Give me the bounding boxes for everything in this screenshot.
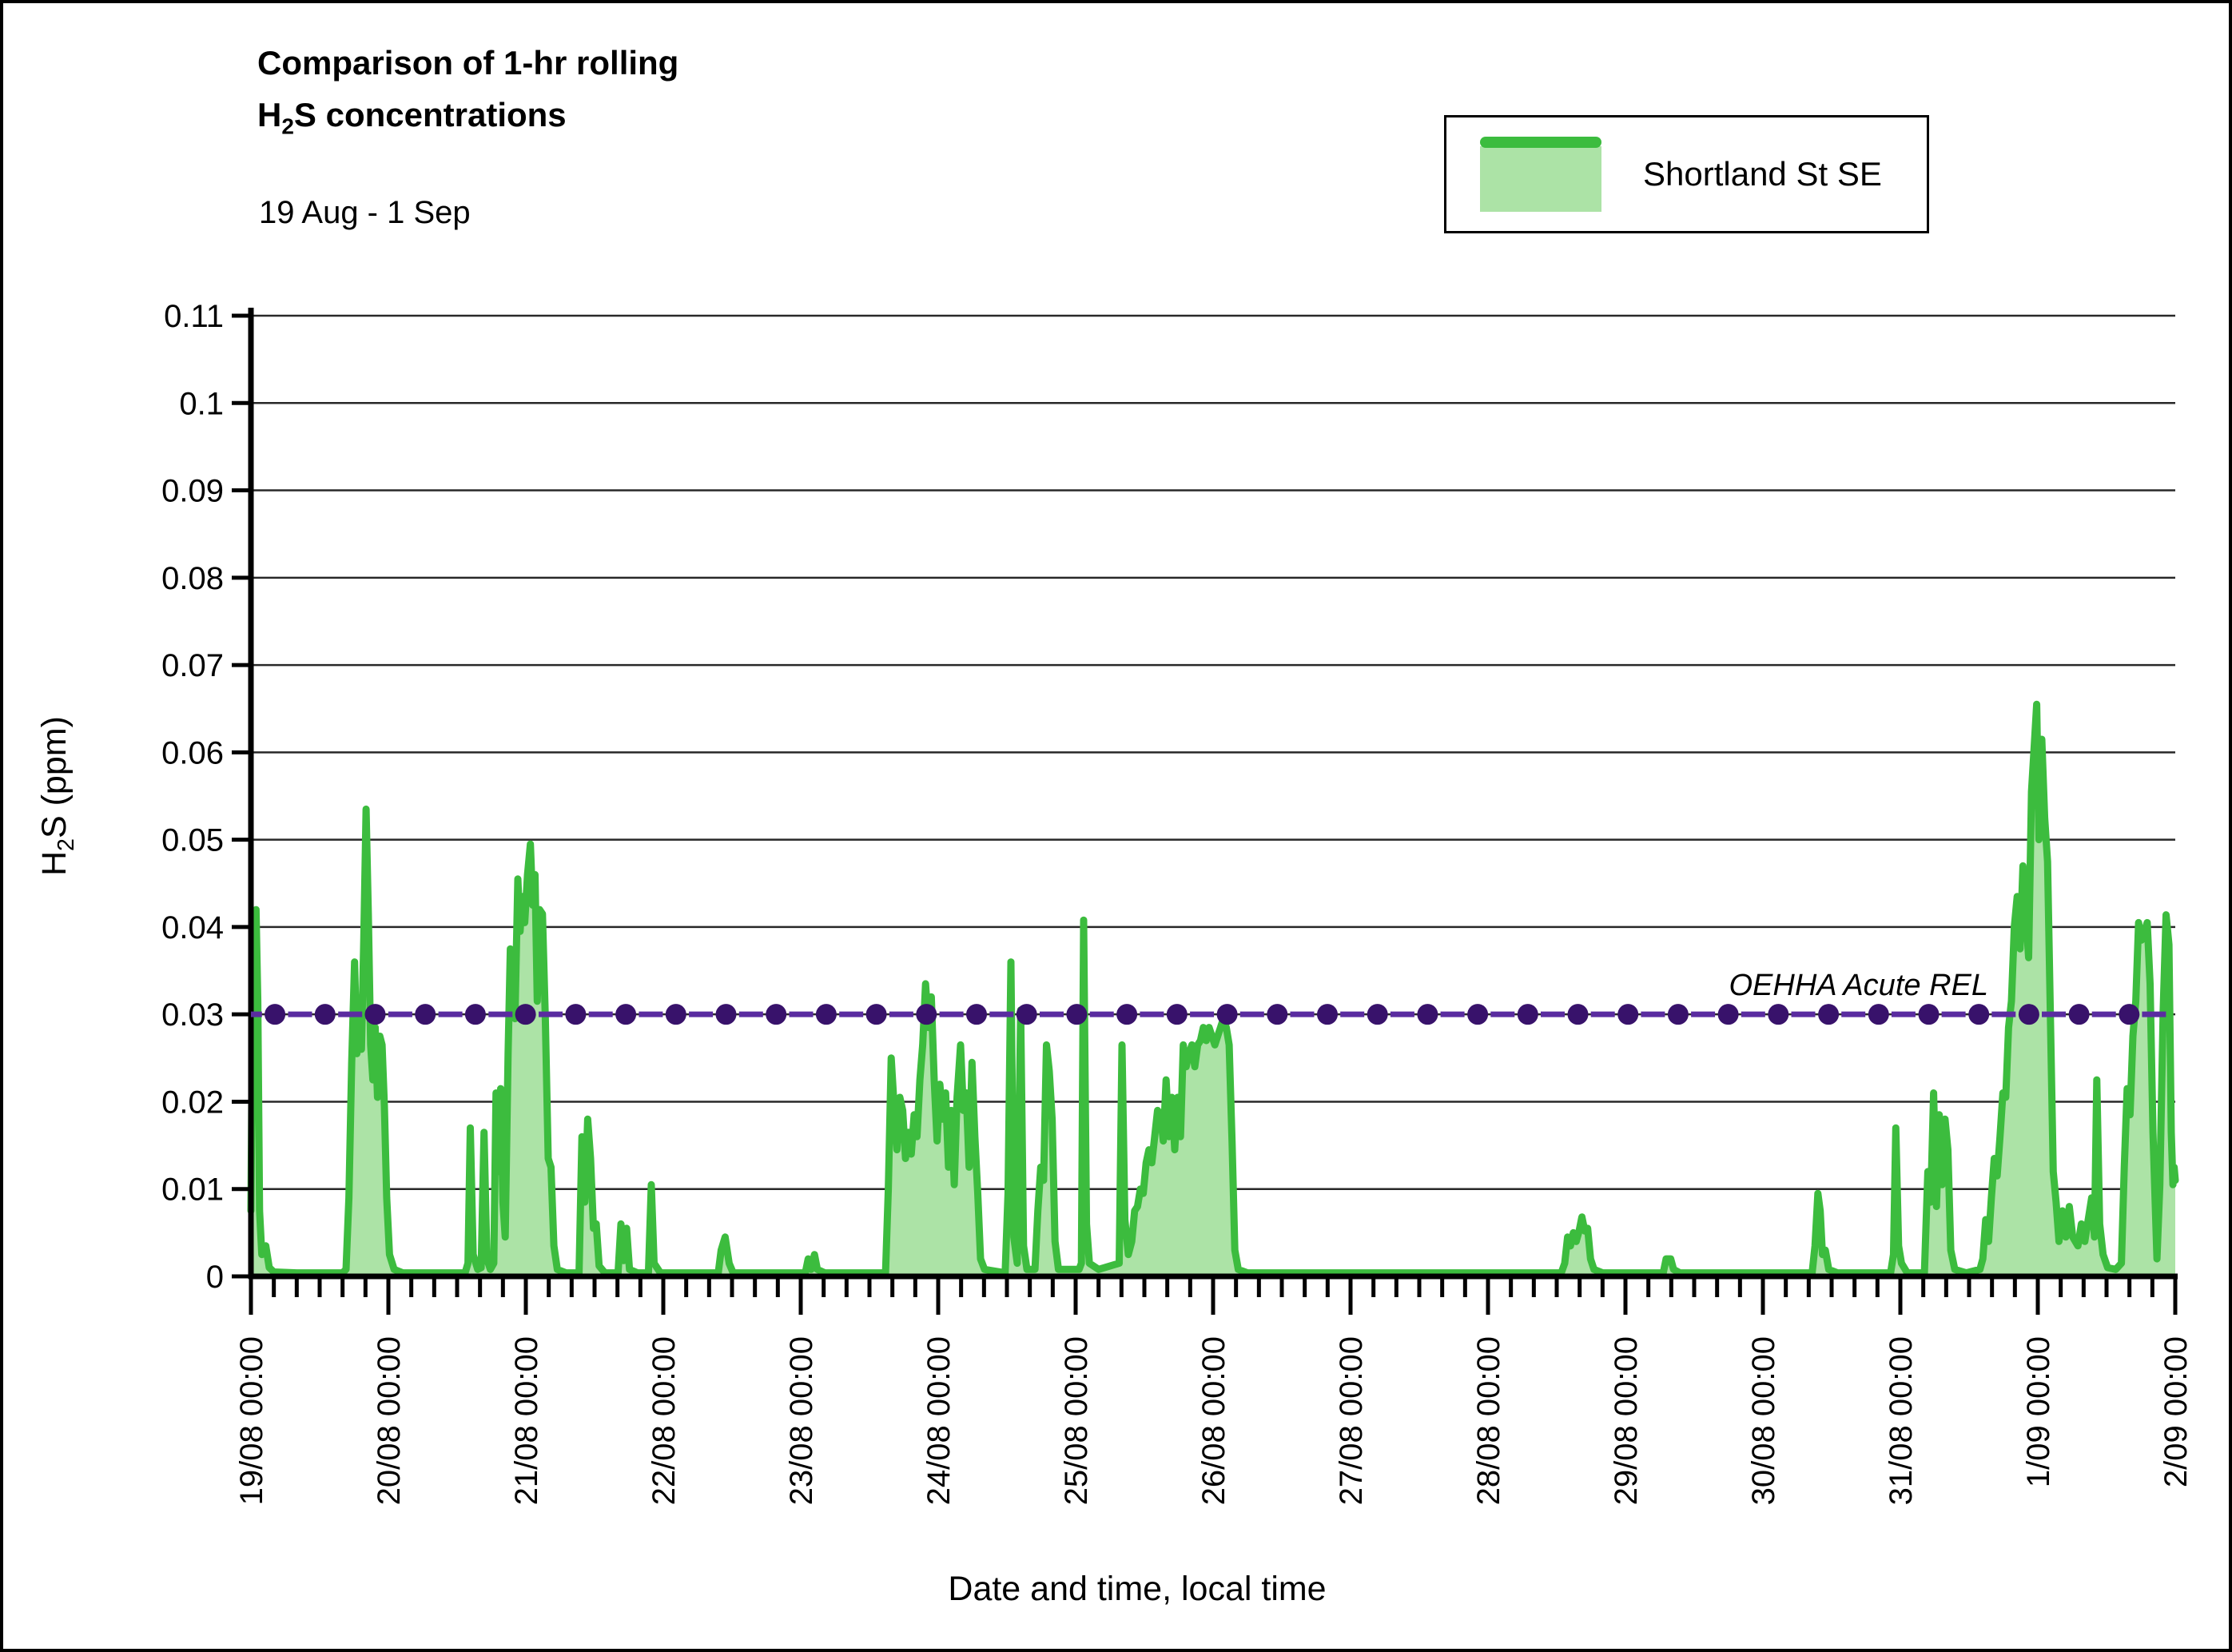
rel-markers [265, 1004, 2140, 1025]
rel-marker [1818, 1004, 1840, 1025]
y-tick-label: 0.04 [161, 910, 224, 945]
series-line [247, 700, 2179, 1277]
rel-reference-line: OEHHA Acute REL [251, 969, 2175, 1025]
rel-marker [865, 1004, 887, 1025]
rel-marker [715, 1004, 737, 1025]
y-axis-ticks-and-labels: 0 0.01 0.02 0.03 0.04 0.05 0.06 0.07 0.08 0.09 0.1… [161, 299, 251, 1295]
rel-marker [2119, 1004, 2140, 1025]
rel-marker [2068, 1004, 2090, 1025]
y-tick-label: 0.1 [179, 386, 224, 421]
legend-swatch-fill [1480, 146, 1601, 212]
rel-marker [1617, 1004, 1639, 1025]
rel-marker [364, 1004, 386, 1025]
chart-title-line1: Comparison of 1-hr rolling [257, 44, 679, 82]
rel-marker [1667, 1004, 1689, 1025]
axes [248, 308, 2178, 1280]
rel-marker [565, 1004, 587, 1025]
y-axis-title: H2S (ppm) [35, 716, 79, 876]
chart-title-line2: H2S concentrations [257, 96, 567, 139]
plot-area: 0 0.01 0.02 0.03 0.04 0.05 0.06 0.07 0.08 0.09 0.1… [35, 299, 2194, 1608]
rel-marker [1317, 1004, 1338, 1025]
rel-marker [314, 1004, 336, 1025]
x-tick-label: 29/08 00:00 [1609, 1336, 1644, 1505]
rel-marker [464, 1004, 486, 1025]
x-tick-label: 22/08 00:00 [647, 1336, 682, 1505]
chart-title: Comparison of 1-hr rolling H2S concentra… [257, 37, 678, 144]
x-tick-label: 25/08 00:00 [1059, 1336, 1094, 1505]
rel-marker [2018, 1004, 2039, 1025]
rel-marker [1367, 1004, 1388, 1025]
series-shortland-st-se [247, 700, 2179, 1277]
y-tick-label: 0.06 [161, 735, 224, 770]
x-tick-label: 28/08 00:00 [1471, 1336, 1506, 1505]
series-area [251, 704, 2175, 1276]
rel-marker [1918, 1004, 1940, 1025]
y-tick-label: 0.11 [164, 299, 224, 334]
rel-marker [966, 1004, 987, 1025]
x-tick-label: 24/08 00:00 [921, 1336, 957, 1505]
x-tick-label: 27/08 00:00 [1334, 1336, 1369, 1505]
rel-marker [1467, 1004, 1489, 1025]
x-tick-label: 21/08 00:00 [509, 1336, 544, 1505]
rel-marker [1016, 1004, 1037, 1025]
rel-marker [615, 1004, 637, 1025]
x-tick-label: 31/08 00:00 [1884, 1336, 1919, 1505]
rel-marker [815, 1004, 837, 1025]
y-tick-label: 0.02 [161, 1085, 224, 1120]
y-tick-label: 0.08 [161, 561, 224, 596]
legend-series-label: Shortland St SE [1643, 155, 1882, 193]
x-tick-label: 26/08 00:00 [1196, 1336, 1231, 1505]
rel-marker [1768, 1004, 1789, 1025]
x-tick-label: 23/08 00:00 [784, 1336, 819, 1505]
rel-marker [1267, 1004, 1288, 1025]
axis-titles: Date and time, local time H2S (ppm) [35, 716, 1327, 1608]
rel-marker [665, 1004, 686, 1025]
rel-marker [1567, 1004, 1589, 1025]
x-axis-ticks-and-labels: 19/08 00:00 20/08 00:00 21/08 00:00 22/08 0… [234, 1279, 2194, 1505]
legend-box: Shortland St SE [1444, 115, 1929, 233]
y-tick-label: 0 [206, 1260, 224, 1295]
rel-marker [1216, 1004, 1238, 1025]
rel-marker [916, 1004, 937, 1025]
rel-marker [1066, 1004, 1088, 1025]
y-tick-label: 0.09 [161, 474, 224, 509]
rel-marker [766, 1004, 787, 1025]
rel-marker [1166, 1004, 1188, 1025]
rel-label: OEHHA Acute REL [1729, 969, 1988, 1002]
x-axis-title: Date and time, local time [948, 1570, 1326, 1608]
legend-swatch-edge [1480, 137, 1601, 148]
x-tick-label: 1/09 00:00 [2021, 1336, 2056, 1487]
rel-marker [1717, 1004, 1739, 1025]
y-tick-label: 0.07 [161, 648, 224, 683]
rel-marker [265, 1004, 286, 1025]
rel-marker [1517, 1004, 1538, 1025]
y-tick-label: 0.01 [161, 1172, 224, 1208]
y-tick-label: 0.05 [161, 823, 224, 858]
chart-subtitle: 19 Aug - 1 Sep [259, 195, 471, 230]
rel-marker [1116, 1004, 1138, 1025]
x-tick-label: 20/08 00:00 [372, 1336, 407, 1505]
y-tick-label: 0.03 [161, 997, 224, 1033]
rel-marker [1968, 1004, 1990, 1025]
rel-marker [415, 1004, 436, 1025]
x-tick-label: 30/08 00:00 [1746, 1336, 1781, 1505]
legend-area-swatch-icon [1480, 137, 1601, 212]
rel-marker [1417, 1004, 1438, 1025]
x-tick-label: 2/09 00:00 [2158, 1336, 2194, 1487]
x-tick-label: 19/08 00:00 [234, 1336, 269, 1505]
rel-marker [515, 1004, 536, 1025]
rel-marker [1868, 1004, 1889, 1025]
